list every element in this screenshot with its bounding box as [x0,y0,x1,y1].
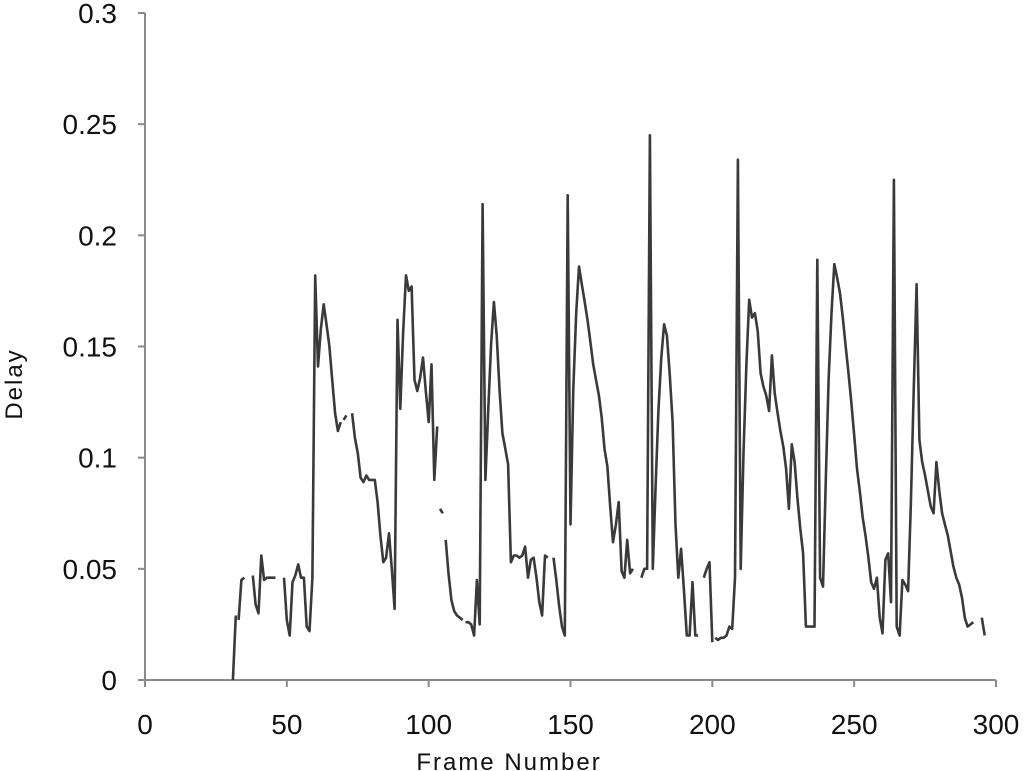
delay-line-segment [640,134,699,637]
axes [144,13,996,681]
delay-line-segment [465,202,549,637]
delay-line-segment [237,576,246,621]
delay-line-segment [438,508,444,514]
x-tick-label: 50 [271,709,302,740]
y-tick-label: 0.2 [78,220,117,251]
delay-line-segment [282,274,342,637]
delay-line-segment [702,560,714,643]
x-tick-label: 250 [831,709,878,740]
delay-line-segment [552,194,635,637]
x-axis-title: Frame Number [416,749,601,771]
y-tick-label: 0 [101,665,117,696]
y-ticks: 0 0.05 0.1 0.15 0.2 0.25 0.3 [63,0,145,696]
y-tick-label: 0.05 [63,554,118,585]
delay-series [231,134,986,681]
x-tick-label: 150 [547,709,594,740]
delay-line-segment [342,414,348,421]
delay-line-segment [444,539,464,622]
y-axis-title: Delay [1,348,28,419]
delay-line-segment [251,554,276,615]
x-tick-label: 200 [689,709,736,740]
y-tick-label: 0.1 [78,443,117,474]
x-tick-label: 300 [973,709,1020,740]
x-ticks: 0 50 100 150 200 250 300 [137,680,1019,740]
delay-line-segment [714,158,975,642]
delay-line-segment [350,274,439,611]
y-tick-label: 0.3 [78,0,117,29]
x-tick-label: 100 [405,709,452,740]
x-tick-label: 0 [137,709,153,740]
y-tick-label: 0.25 [63,109,118,140]
delay-line-segment [231,615,238,681]
y-tick-label: 0.15 [63,332,118,363]
delay-line-segment [980,617,986,636]
